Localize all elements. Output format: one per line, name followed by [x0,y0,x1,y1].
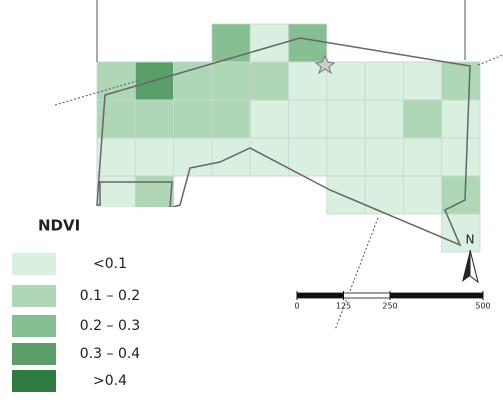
ndvi-cell [249,99,289,139]
ndvi-cell [96,61,136,101]
scale-segment [296,292,344,299]
ndvi-cell [326,61,366,101]
ndvi-cell [326,137,366,177]
north-arrow-half [462,250,470,282]
ndvi-cell [211,23,251,63]
legend-label: 0.3 – 0.4 [80,346,141,362]
legend-label: 0.1 – 0.2 [80,288,140,304]
ndvi-cell [364,137,404,177]
scale-label: 125 [336,302,351,311]
ndvi-cell [326,99,366,139]
ndvi-cell [173,61,213,101]
ndvi-cell [211,99,251,139]
ndvi-cell [96,137,136,177]
star-marker [314,54,336,75]
north-arrow-half [469,249,479,284]
ndvi-cell [173,137,213,177]
ndvi-cell [402,137,443,177]
ndvi-cell [402,61,443,101]
legend-label: >0.4 [93,373,127,389]
ndvi-cell [326,175,366,215]
scale-segment [389,292,484,299]
scale-segment [343,292,391,299]
ndvi-cell [441,99,481,139]
legend-label: <0.1 [93,256,127,272]
ndvi-cell [249,137,289,177]
legend-label: 0.2 – 0.3 [80,318,140,334]
legend-swatch [12,285,56,307]
scale-bar: 0 125 250 500 [294,291,491,311]
ndvi-cell [402,99,443,139]
ndvi-cell [134,137,175,177]
scale-label: 0 [294,302,299,311]
ndvi-cell [211,61,251,101]
dashed-line [54,79,141,106]
legend-swatch [12,343,56,365]
ndvi-cell [364,61,404,101]
north-label: N [466,233,475,247]
ndvi-cell [288,23,328,63]
dashed-line [477,54,503,66]
ndvi-cell [288,137,328,177]
ndvi-cell [134,99,175,139]
legend: <0.1 0.1 – 0.2 0.2 – 0.3 0.3 – 0.4 >0.4 [12,253,140,392]
ndvi-cell [364,99,404,139]
ndvi-cell [288,99,328,139]
legend-title: NDVI [38,217,80,235]
ndvi-cell [441,61,481,101]
dashed-line [334,217,379,331]
ndvi-cell [173,99,213,139]
legend-swatch [12,315,56,337]
legend-swatch [12,370,56,392]
scale-label: 500 [475,302,490,311]
ndvi-cell [441,137,481,177]
ndvi-cell [249,61,289,101]
ndvi-cell [364,175,404,215]
ndvi-cell [402,175,443,215]
grid-lines [97,61,480,177]
scale-label: 250 [382,302,397,311]
north-arrow: N [462,233,479,284]
legend-swatch [12,253,56,275]
boundary [96,37,471,247]
